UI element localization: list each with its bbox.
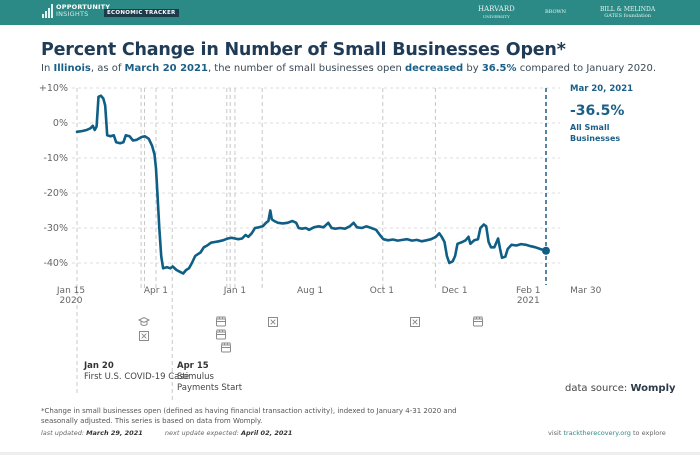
as-of-date: March 20 2021: [124, 63, 208, 74]
store-icon[interactable]: [473, 318, 483, 327]
brown-logo[interactable]: BROWN: [545, 9, 566, 16]
logo-bars-icon: [42, 4, 53, 18]
state-name[interactable]: Illinois: [53, 63, 91, 74]
visit-post: to explore: [630, 429, 666, 437]
x-tick-label: Dec 1: [442, 286, 468, 296]
last-updated-label: last updated:: [41, 429, 87, 437]
harvard-name: HARVARD: [478, 5, 515, 13]
sidebar-series-label: All Small Businesses: [570, 123, 621, 143]
x-tick-sublabel: 2020: [60, 296, 83, 306]
y-tick-label: -20%: [43, 188, 68, 199]
source-name[interactable]: Womply: [630, 383, 676, 394]
closed-icon-x: [141, 333, 147, 339]
store-icon-awning: [216, 316, 226, 322]
y-tick-label: 0%: [53, 118, 68, 129]
y-tick-label: -30%: [43, 223, 68, 234]
x-tick-label: Jan 1: [223, 286, 246, 296]
store-icon-awning: [216, 329, 226, 335]
subtitle-text: In: [41, 63, 54, 74]
update-info: last updated: March 29, 2021 next update…: [41, 429, 292, 437]
annotation-text-stimulus: Stimulus Payments Start: [177, 372, 243, 393]
sidebar-date: Mar 20, 2021: [570, 84, 634, 94]
source-label: data source:: [565, 383, 631, 394]
subtitle-text: compared to January 2020.: [516, 63, 657, 74]
store-icon-awning: [221, 342, 231, 348]
gates-line1: BILL & MELINDA: [600, 6, 656, 13]
sidebar-value: -36.5%: [570, 103, 625, 119]
annotation-date-stimulus: Apr 15: [177, 361, 209, 371]
tracktherecovery-link[interactable]: tracktherecovery.org: [563, 429, 631, 437]
economic-tracker-badge[interactable]: ECONOMIC TRACKER: [104, 9, 179, 17]
change-percent: 36.5%: [481, 63, 517, 74]
store-icon[interactable]: [216, 318, 226, 327]
closed-icon-x: [270, 319, 276, 325]
annotation-text-covid: First U.S. COVID-19 Case: [84, 372, 190, 382]
brown-name: BROWN: [545, 9, 567, 15]
x-tick-sublabel: 2021: [517, 296, 540, 306]
store-icon[interactable]: [216, 331, 226, 340]
bottom-border: [0, 452, 700, 455]
school-icon-base: [140, 321, 148, 326]
chart-subtitle: In Illinois, as of March 20 2021, the nu…: [41, 63, 656, 74]
next-update-value: April 02, 2021: [240, 429, 293, 437]
x-tick-label: Oct 1: [370, 286, 394, 296]
y-tick-label: -40%: [43, 258, 68, 269]
x-tick-label: Aug 1: [297, 286, 323, 296]
subtitle-text: by: [463, 63, 482, 74]
data-source: data source: Womply: [565, 383, 676, 394]
logo-line1: OPPORTUNITY: [56, 3, 111, 11]
closed-icon-x: [412, 319, 418, 325]
visit-pre: visit: [548, 429, 564, 437]
next-update-label: next update expected:: [164, 429, 241, 437]
store-icon[interactable]: [221, 344, 231, 353]
subtitle-text: , as of: [90, 63, 125, 74]
store-icon-awning: [473, 316, 483, 322]
subtitle-text: , the number of small businesses open: [207, 63, 405, 74]
harvard-sub: UNIVERSITY: [482, 14, 510, 19]
x-tick-label: Apr 1: [144, 286, 168, 296]
y-tick-label: +10%: [39, 83, 68, 94]
gates-foundation-logo[interactable]: BILL & MELINDA GATES foundation: [600, 6, 655, 20]
x-tick-label: Feb 1: [516, 286, 541, 296]
x-tick-label: Jan 15: [56, 286, 85, 296]
footnote: *Change in small businesses open (define…: [41, 407, 457, 425]
endpoint-marker[interactable]: [542, 246, 550, 255]
annotation-date-covid: Jan 20: [84, 361, 114, 371]
x-tick-label: Mar 30: [570, 286, 602, 296]
opportunity-insights-logo[interactable]: OPPORTUNITY INSIGHTS: [42, 4, 110, 18]
gates-line2: GATES foundation: [604, 13, 651, 19]
last-updated-value: March 29, 2021: [86, 429, 143, 437]
visit-note: visit tracktherecovery.org to explore: [548, 429, 666, 437]
y-tick-label: -10%: [43, 153, 68, 164]
harvard-logo[interactable]: HARVARD UNIVERSITY: [478, 6, 515, 20]
chart-title: Percent Change in Number of Small Busine…: [41, 40, 566, 60]
change-direction: decreased: [404, 63, 464, 74]
series-line-all-small-businesses[interactable]: [75, 94, 548, 275]
logo-line2: INSIGHTS: [56, 10, 89, 18]
header-bar: OPPORTUNITY INSIGHTS ECONOMIC TRACKER HA…: [0, 0, 700, 25]
